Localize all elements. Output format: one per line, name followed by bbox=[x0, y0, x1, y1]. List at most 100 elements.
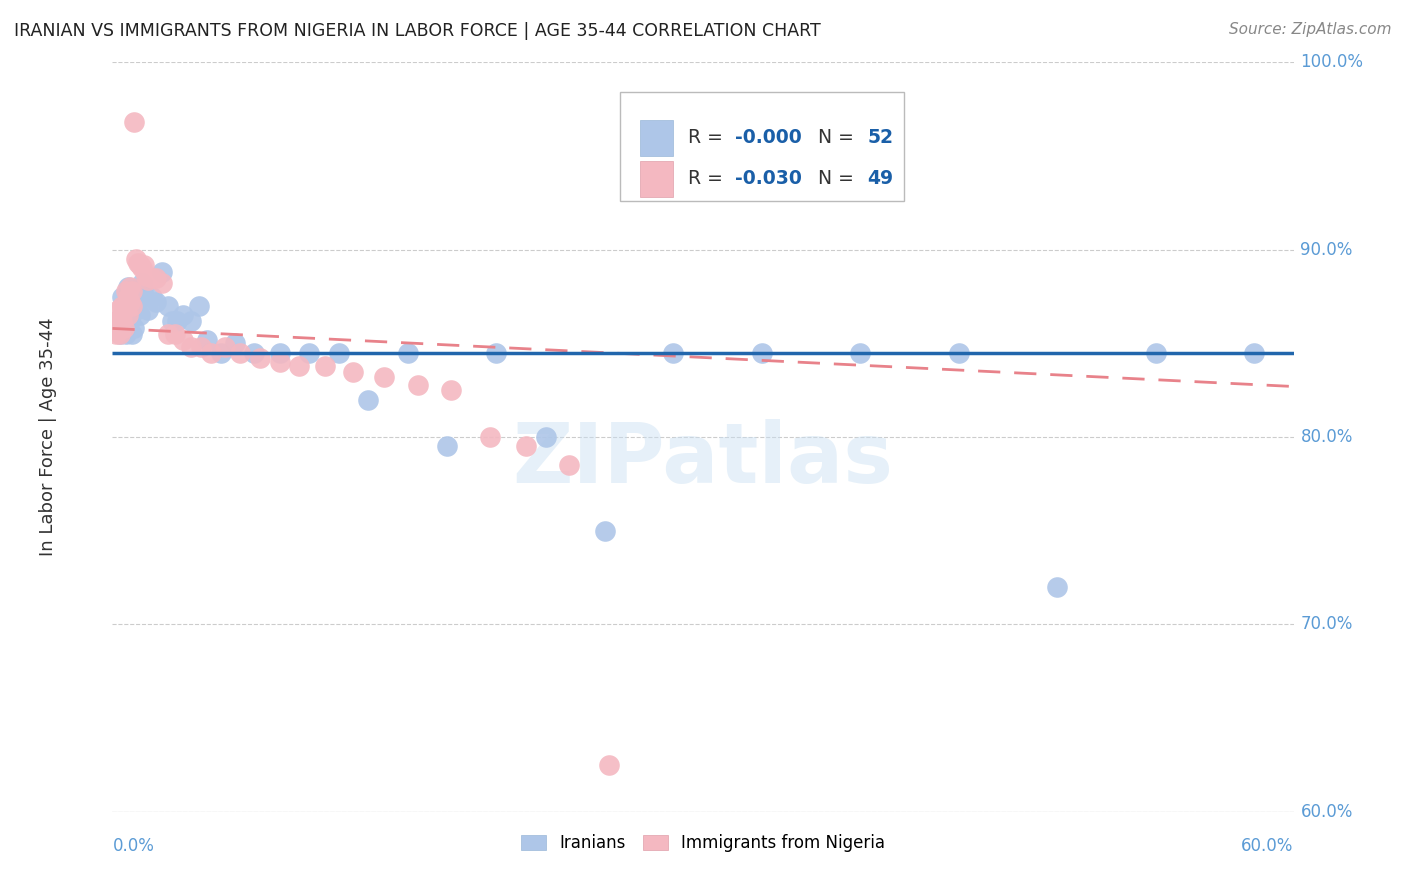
Point bbox=[269, 355, 291, 369]
Point bbox=[117, 280, 139, 294]
Point bbox=[120, 314, 142, 328]
Point bbox=[136, 302, 159, 317]
Point bbox=[209, 345, 232, 359]
Point bbox=[105, 314, 128, 328]
Point bbox=[112, 302, 135, 317]
Point bbox=[115, 302, 138, 317]
Point bbox=[156, 326, 179, 341]
Point bbox=[131, 261, 153, 276]
Point bbox=[121, 284, 143, 298]
FancyBboxPatch shape bbox=[640, 161, 673, 197]
Point bbox=[125, 252, 148, 266]
Text: 60.0%: 60.0% bbox=[1241, 837, 1294, 855]
Point bbox=[298, 345, 321, 359]
Text: -0.030: -0.030 bbox=[735, 169, 801, 188]
Point bbox=[115, 284, 138, 298]
Text: 0.0%: 0.0% bbox=[112, 837, 155, 855]
Point bbox=[107, 302, 129, 317]
Point bbox=[122, 321, 145, 335]
Point bbox=[180, 340, 202, 354]
Point bbox=[150, 277, 173, 291]
Point bbox=[112, 321, 135, 335]
Text: 100.0%: 100.0% bbox=[1301, 54, 1364, 71]
Point bbox=[558, 458, 581, 472]
Point bbox=[328, 345, 350, 359]
Text: -0.000: -0.000 bbox=[735, 128, 801, 147]
Point bbox=[849, 345, 872, 359]
Point bbox=[948, 345, 970, 359]
Point bbox=[122, 115, 145, 129]
Point bbox=[131, 277, 153, 291]
Text: Source: ZipAtlas.com: Source: ZipAtlas.com bbox=[1229, 22, 1392, 37]
Point bbox=[107, 314, 129, 328]
Point bbox=[314, 359, 336, 373]
Point bbox=[150, 265, 173, 279]
Point bbox=[105, 326, 128, 341]
Point bbox=[195, 333, 218, 347]
Point bbox=[165, 326, 187, 341]
Point bbox=[136, 273, 159, 287]
Point bbox=[373, 370, 395, 384]
Point bbox=[127, 295, 149, 310]
Point bbox=[111, 314, 134, 328]
Text: N =: N = bbox=[817, 128, 859, 147]
Point bbox=[485, 345, 508, 359]
Point bbox=[111, 299, 134, 313]
Point bbox=[224, 336, 246, 351]
Point bbox=[357, 392, 380, 407]
Text: IRANIAN VS IMMIGRANTS FROM NIGERIA IN LABOR FORCE | AGE 35-44 CORRELATION CHART: IRANIAN VS IMMIGRANTS FROM NIGERIA IN LA… bbox=[14, 22, 821, 40]
Point bbox=[180, 314, 202, 328]
Text: R =: R = bbox=[688, 128, 728, 147]
Point bbox=[229, 345, 252, 359]
Point bbox=[156, 299, 179, 313]
Point bbox=[406, 377, 429, 392]
Point bbox=[135, 268, 157, 283]
Point bbox=[132, 287, 155, 301]
Point bbox=[111, 308, 134, 322]
Point bbox=[120, 280, 142, 294]
Text: 60.0%: 60.0% bbox=[1301, 803, 1353, 821]
Point bbox=[129, 258, 152, 272]
Point bbox=[172, 333, 194, 347]
Point bbox=[172, 308, 194, 322]
Point bbox=[115, 326, 138, 341]
Point bbox=[1243, 345, 1265, 359]
Point bbox=[598, 757, 620, 772]
Point bbox=[662, 345, 685, 359]
Point bbox=[107, 321, 129, 335]
Point bbox=[121, 326, 143, 341]
Point bbox=[117, 289, 139, 303]
Point bbox=[125, 302, 148, 317]
Point bbox=[214, 340, 236, 354]
Point bbox=[593, 524, 616, 538]
Point bbox=[190, 340, 212, 354]
Point bbox=[141, 271, 163, 285]
Text: 80.0%: 80.0% bbox=[1301, 428, 1353, 446]
Point bbox=[121, 299, 143, 313]
Point bbox=[160, 314, 183, 328]
Legend: Iranians, Immigrants from Nigeria: Iranians, Immigrants from Nigeria bbox=[522, 834, 884, 852]
Point bbox=[132, 258, 155, 272]
Point bbox=[342, 365, 364, 379]
Point bbox=[200, 345, 222, 359]
Point bbox=[121, 299, 143, 313]
Text: 90.0%: 90.0% bbox=[1301, 241, 1353, 259]
Point bbox=[117, 289, 139, 303]
Text: 70.0%: 70.0% bbox=[1301, 615, 1353, 633]
Point bbox=[288, 359, 311, 373]
Point bbox=[112, 299, 135, 313]
Point bbox=[115, 299, 138, 313]
Text: 52: 52 bbox=[868, 128, 893, 147]
Text: In Labor Force | Age 35-44: In Labor Force | Age 35-44 bbox=[38, 318, 56, 557]
Point bbox=[515, 439, 537, 453]
Point bbox=[110, 326, 132, 341]
Point bbox=[110, 326, 132, 341]
Point bbox=[111, 289, 134, 303]
Point bbox=[129, 308, 152, 322]
Point bbox=[440, 384, 463, 398]
Point bbox=[110, 314, 132, 328]
Text: R =: R = bbox=[688, 169, 728, 188]
Point bbox=[105, 321, 128, 335]
Point bbox=[145, 295, 167, 310]
Point bbox=[145, 271, 167, 285]
